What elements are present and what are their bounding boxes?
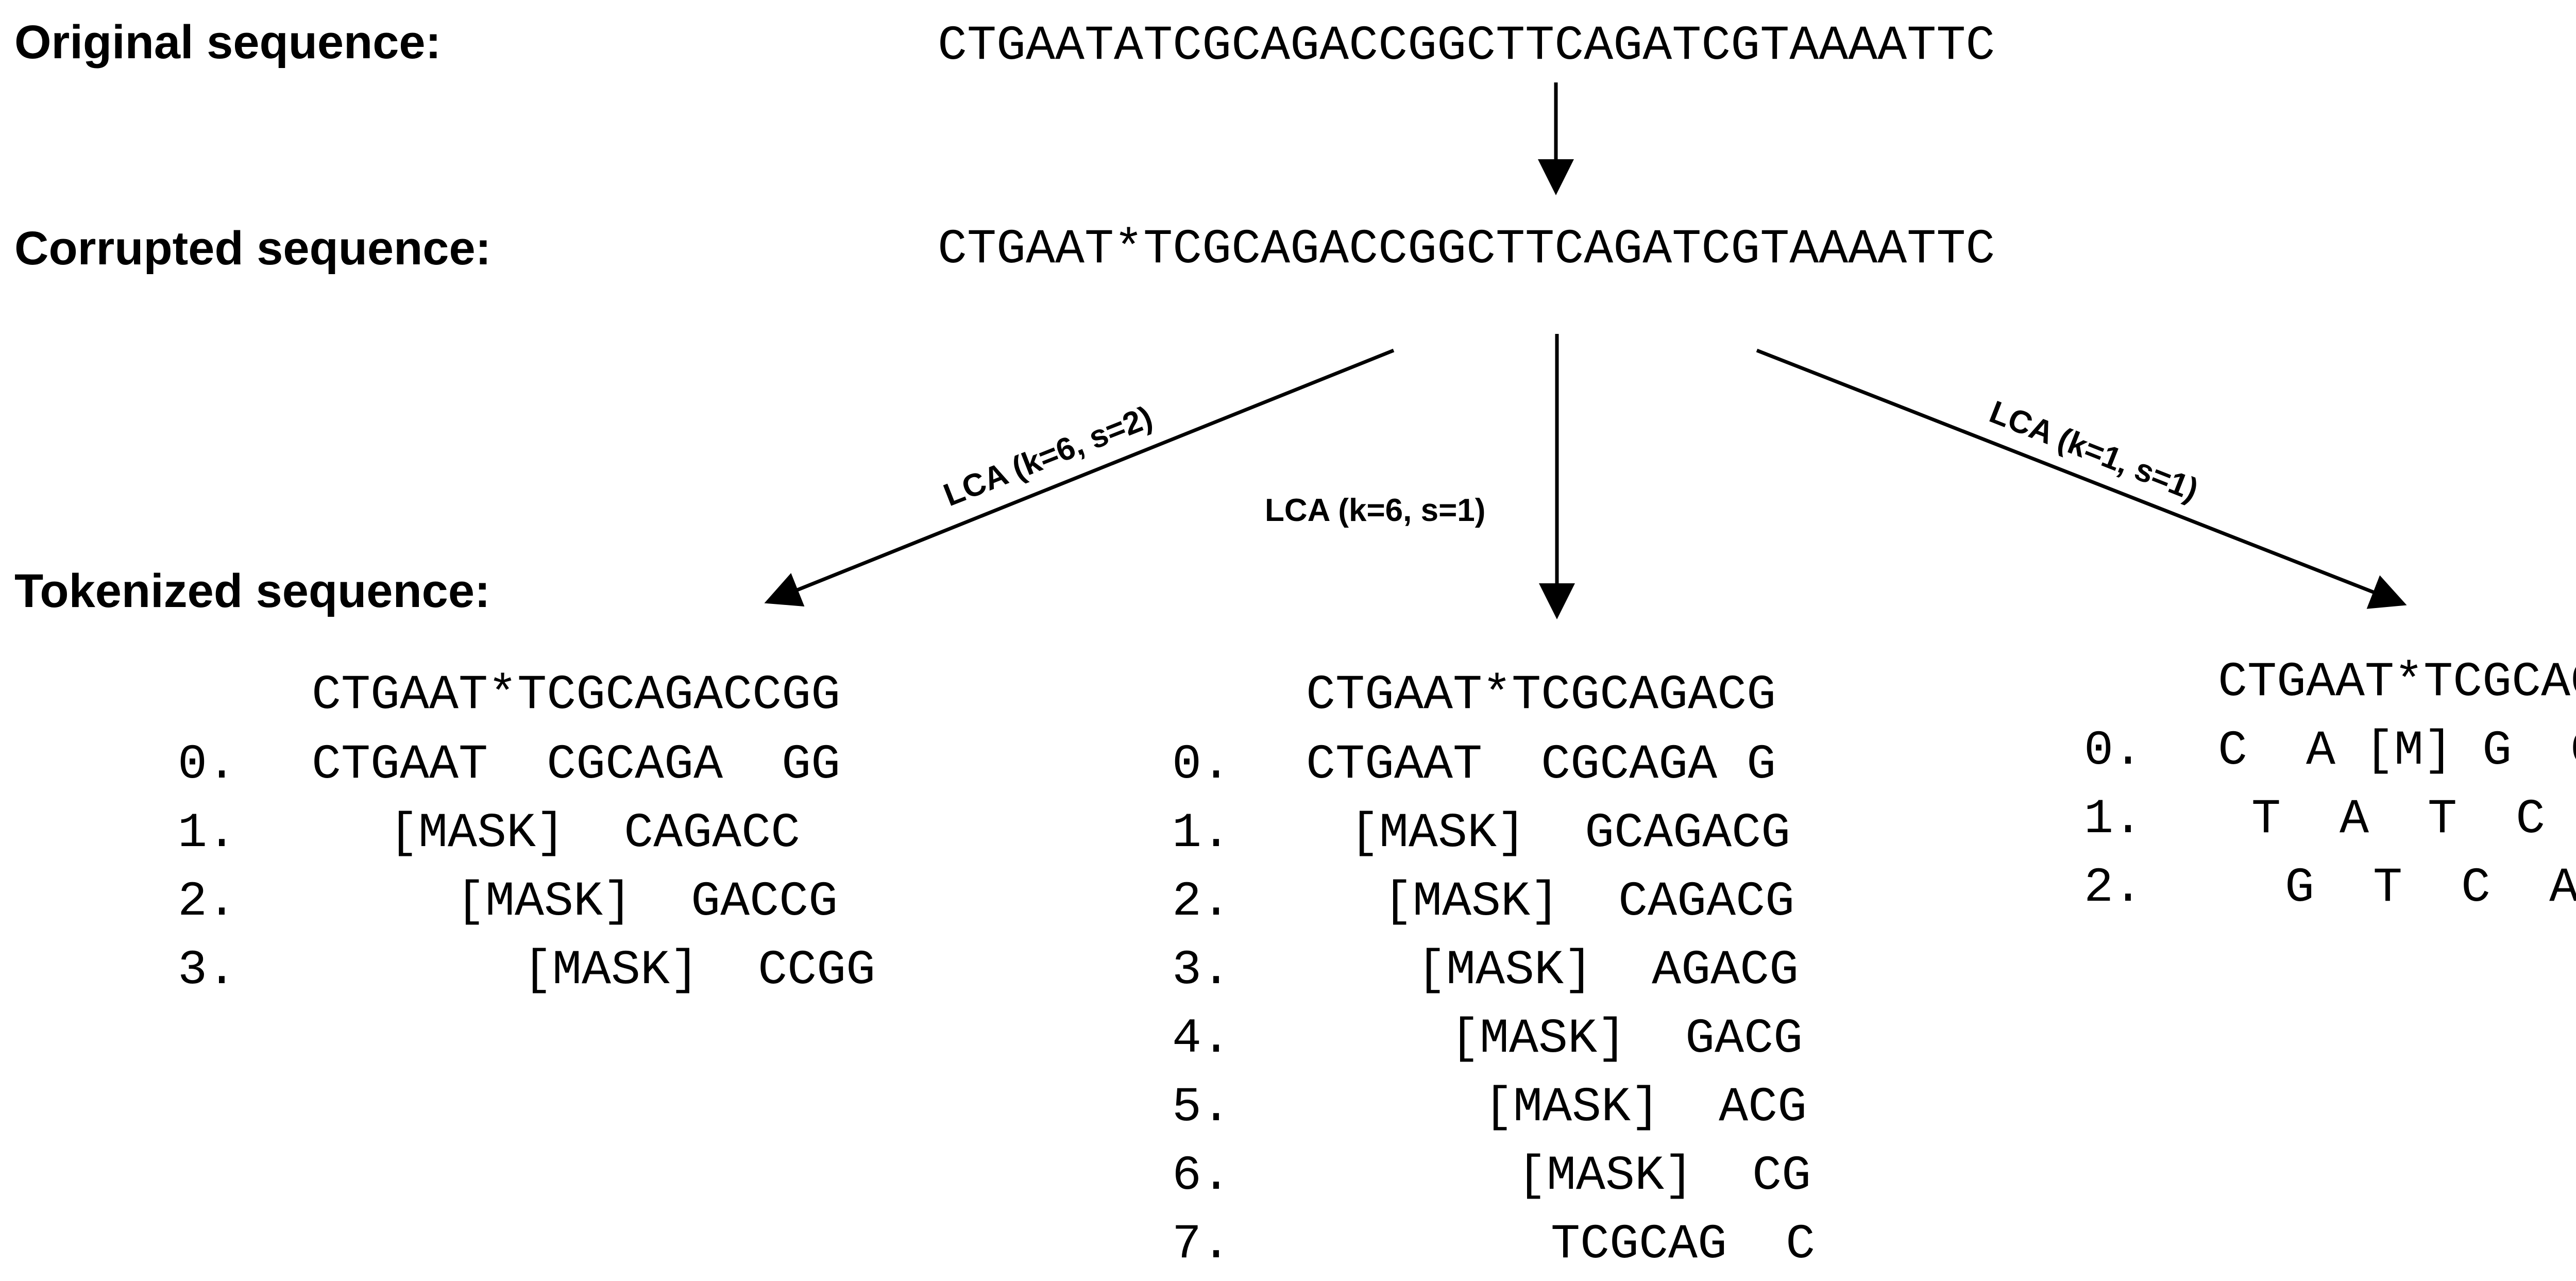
branch-middle-header: CTGAAT*TCGCAGACG [1306,667,1776,723]
tokenized-sequence-label: Tokenized sequence: [14,565,490,617]
branch-right-index-0: 0. [2084,723,2143,779]
branch-middle-index-7: 7. [1172,1217,1231,1272]
branch-middle-row-0: CTGAAT CGCAGA G [1306,737,1776,793]
corrupted-sequence: CTGAAT*TCGCAGACCGGCTTCAGATCGTAAAATTC [938,222,1995,277]
branch-right-row-2: G T C A [2285,860,2576,916]
arrow-branch-right [1756,348,2407,609]
branch-left-index-0: 0. [178,737,237,793]
branch-left-row-1: [MASK] CAGACC [389,805,859,861]
branch-middle-row-5: [MASK] ACG [1484,1080,1807,1135]
arrow-branch-left [764,348,1395,606]
branch-middle-label: LCA (k=6, s=1) [1265,493,1486,528]
corrupted-sequence-label: Corrupted sequence: [14,222,492,275]
branch-middle-row-2: [MASK] CAGACG [1383,874,1795,930]
branch-right-header: CTGAAT*TCGCAG [2218,654,2576,710]
branch-right-index-1: 1. [2084,791,2143,847]
branch-right-row-1: T A T C [2251,791,2576,847]
branch-middle-index-0: 0. [1172,737,1231,793]
branch-left-index-1: 1. [178,805,237,861]
branch-middle-index-4: 4. [1172,1011,1231,1067]
branch-middle-index-5: 5. [1172,1080,1231,1135]
branch-middle-row-3: [MASK] AGACG [1417,942,1799,998]
branch-right-index-2: 2. [2084,860,2143,916]
branch-left-row-0: CTGAAT CGCAGA GG [312,737,841,793]
branch-middle-row-1: [MASK] GCAGACG [1350,805,1791,861]
original-sequence: CTGAATATCGCAGACCGGCTTCAGATCGTAAAATTC [938,18,1995,74]
original-sequence-label: Original sequence: [14,16,442,69]
branch-left-row-2: [MASK] GACCG [456,874,868,930]
branch-middle-index-2: 2. [1172,874,1231,930]
branch-middle-index-3: 3. [1172,942,1231,998]
branch-left-row-3: [MASK] CCGG [523,942,876,998]
branch-middle-index-6: 6. [1172,1148,1231,1204]
branch-middle-row-7: TCGCAG C [1551,1217,1816,1272]
branch-middle-row-4: [MASK] GACG [1450,1011,1803,1067]
branch-middle-index-1: 1. [1172,805,1231,861]
branch-left-index-2: 2. [178,874,237,930]
branch-left-header: CTGAAT*TCGCAGACCGG [312,667,841,723]
branch-middle-row-6: [MASK] CG [1517,1148,1811,1204]
branch-right-row-0: C A [M] G G [2218,723,2576,779]
branch-left-index-3: 3. [178,942,237,998]
